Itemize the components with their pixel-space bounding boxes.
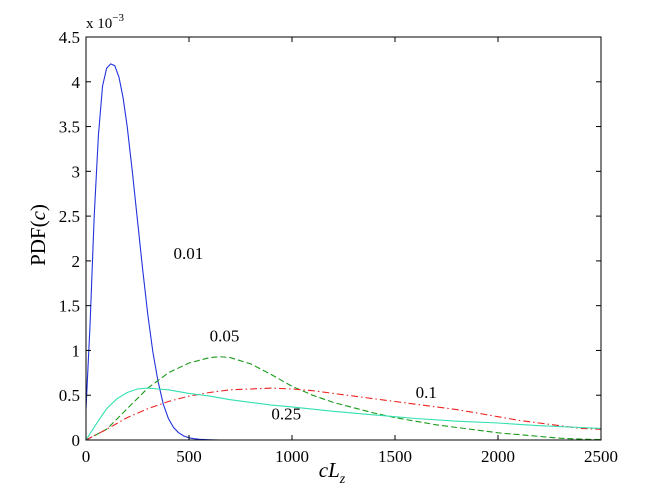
x-tick-label-4: 2000 [481,447,515,466]
y-axis-label-post: ) [26,204,50,211]
x-tick-label-0: 0 [82,447,91,466]
y-tick-label-2: 1 [72,341,81,360]
y-tick-label-5: 2.5 [59,207,80,226]
x-axis-label-main: cL [319,458,340,482]
ticks-layer: 0 500 1000 1500 2000 2500 0 0.5 1 1.5 2 2.5 3 3.5 4 4.5 [59,28,618,466]
x-axis-label-sub: z [339,472,346,487]
y-axis-label-var: c [26,210,50,220]
y-tick-label-7: 3.5 [59,118,80,137]
y-scale-exponent: −3 [112,12,124,24]
series-layer [85,63,602,441]
y-tick-label-1: 0.5 [59,386,80,405]
y-axis-label: PDF(c) [26,204,50,266]
annotations-layer: 0.01 0.05 0.1 0.25 [174,244,437,423]
series-annotation-0: 0.01 [174,244,204,263]
x-tick-label-1: 500 [176,447,202,466]
x-tick-label-3: 1500 [378,447,412,466]
y-tick-label-9: 4.5 [59,28,80,47]
plot-frame [85,36,602,441]
series-line-1 [85,356,602,441]
y-tick-label-4: 2 [72,252,81,271]
y-tick-label-0: 0 [72,431,81,450]
y-tick-label-8: 4 [72,73,81,92]
series-line-0 [85,63,220,441]
x-axis-label: cLz [319,458,346,487]
series-annotation-1: 0.05 [210,326,240,345]
x-tick-label-2: 1000 [275,447,309,466]
series-annotation-3: 0.25 [271,404,301,423]
y-tick-label-3: 1.5 [59,297,80,316]
y-axis-label-pre: PDF( [26,220,50,266]
series-line-3 [85,387,602,441]
x-tick-label-5: 2500 [584,447,618,466]
y-scale-base: x 10 [86,16,112,32]
series-line-2 [85,387,602,441]
series-annotation-2: 0.1 [416,383,437,402]
y-scale-note: x 10−3 [86,12,124,32]
y-tick-label-6: 3 [72,162,81,181]
